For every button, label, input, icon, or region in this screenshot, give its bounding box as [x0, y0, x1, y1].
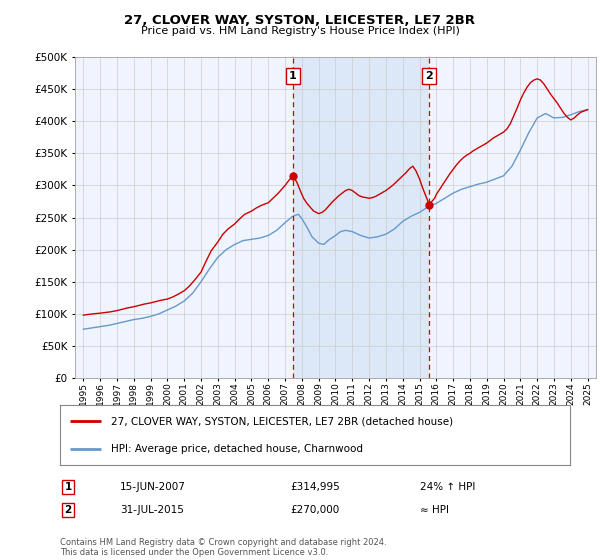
Text: £270,000: £270,000	[290, 505, 339, 515]
Text: 1: 1	[289, 71, 296, 81]
Text: 2: 2	[64, 505, 71, 515]
Bar	[293, 57, 429, 378]
Text: 15-JUN-2007: 15-JUN-2007	[120, 482, 186, 492]
Text: HPI: Average price, detached house, Charnwood: HPI: Average price, detached house, Char…	[111, 444, 363, 454]
Text: £314,995: £314,995	[290, 482, 340, 492]
Text: Contains HM Land Registry data © Crown copyright and database right 2024.
This d: Contains HM Land Registry data © Crown c…	[60, 538, 386, 557]
Text: 1: 1	[64, 482, 71, 492]
Text: ≈ HPI: ≈ HPI	[420, 505, 449, 515]
Text: 24% ↑ HPI: 24% ↑ HPI	[420, 482, 475, 492]
Text: Price paid vs. HM Land Registry's House Price Index (HPI): Price paid vs. HM Land Registry's House …	[140, 26, 460, 36]
Text: 27, CLOVER WAY, SYSTON, LEICESTER, LE7 2BR: 27, CLOVER WAY, SYSTON, LEICESTER, LE7 2…	[125, 14, 476, 27]
Text: 27, CLOVER WAY, SYSTON, LEICESTER, LE7 2BR (detached house): 27, CLOVER WAY, SYSTON, LEICESTER, LE7 2…	[111, 416, 453, 426]
Text: 31-JUL-2015: 31-JUL-2015	[120, 505, 184, 515]
Text: 2: 2	[425, 71, 433, 81]
